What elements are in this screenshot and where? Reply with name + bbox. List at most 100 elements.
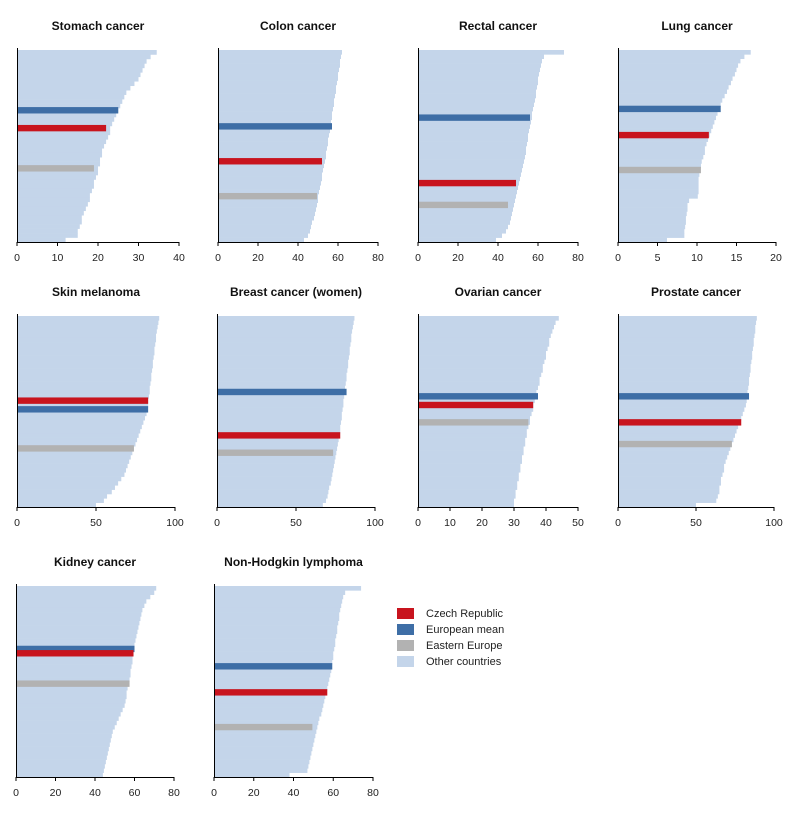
bar-other-country <box>618 446 731 451</box>
bar-other-country <box>16 633 137 639</box>
bar-other-country <box>218 237 304 243</box>
panel-title: Colon cancer <box>260 19 336 33</box>
x-tick-label: 10 <box>691 252 703 264</box>
bar-other-country <box>17 90 127 95</box>
bar-other-country <box>17 493 108 499</box>
bar-other-country <box>418 128 529 134</box>
bar-other-country <box>16 772 103 778</box>
bar-other-country <box>418 93 536 99</box>
bar-other-country <box>17 76 139 82</box>
bar-other-country <box>217 411 342 417</box>
bar-other-country <box>418 372 542 378</box>
bar-other-country <box>618 502 696 508</box>
bar-other-country <box>418 185 518 190</box>
bar-other-country <box>618 463 725 469</box>
bar-other-country <box>418 329 553 334</box>
bar-other-country <box>17 233 78 238</box>
bar-other-country <box>17 50 157 55</box>
bar-other-country <box>217 428 341 434</box>
bar-other-country <box>17 381 151 386</box>
bar-other-country <box>17 143 105 149</box>
bar-other-country <box>217 498 327 503</box>
bar-other-country <box>618 215 686 221</box>
panel-title: Non-Hodgkin lymphoma <box>224 555 363 569</box>
bar-other-country <box>214 651 334 656</box>
bar-other-country <box>618 102 721 108</box>
bar-other-country <box>418 132 528 138</box>
bar-other-country <box>218 54 341 60</box>
panel-title: Prostate cancer <box>651 285 741 299</box>
x-tick-label: 40 <box>288 787 300 799</box>
bar-other-country <box>17 385 150 391</box>
bar-other-country <box>217 320 354 325</box>
bar-other-country <box>618 76 733 81</box>
bar-other-country <box>17 58 147 64</box>
bar-other-country <box>17 450 133 456</box>
bar-european-mean <box>17 406 149 413</box>
bar-other-country <box>418 207 513 212</box>
panel-breast-cancer-women: Breast cancer (women) 0 50 100 <box>214 285 384 529</box>
bar-other-country <box>16 659 133 665</box>
bar-other-country <box>218 224 311 230</box>
panel-title: Stomach cancer <box>52 19 145 33</box>
x-tick-label: 15 <box>731 252 743 264</box>
bar-other-country <box>218 150 326 156</box>
bar-other-country <box>17 350 155 356</box>
x-tick-label: 20 <box>50 787 62 799</box>
bar-other-country <box>418 415 530 421</box>
bar-other-country <box>218 98 334 103</box>
bar-other-country <box>214 742 314 747</box>
bar-other-country <box>418 463 521 469</box>
bar-other-country <box>418 215 511 221</box>
bar-other-country <box>418 154 525 160</box>
bar-other-country <box>17 389 150 395</box>
x-tick-label: 10 <box>52 252 64 264</box>
bar-european-mean <box>16 645 135 653</box>
bar-other-country <box>214 711 322 717</box>
x-tick-label: 80 <box>372 252 384 264</box>
x-tick-label: 0 <box>615 252 621 264</box>
bar-other-country <box>618 428 737 434</box>
x-tick-label: 60 <box>327 787 339 799</box>
chart-panels: Stomach cancer 0 10 20 30 40 Colon cancer 0 20 40… <box>13 19 783 799</box>
x-tick-label: 10 <box>444 517 456 529</box>
bar-other-country <box>16 750 108 756</box>
bar-other-country <box>418 176 520 182</box>
bar-other-country <box>418 198 515 204</box>
bar-other-country <box>618 337 754 343</box>
bar-czech-republic <box>17 124 107 132</box>
bar-czech-republic <box>217 432 341 439</box>
bar-other-country <box>618 411 743 417</box>
bar-other-country <box>618 150 705 156</box>
bar-other-country <box>16 616 141 622</box>
x-tick-label: 0 <box>13 787 19 799</box>
bar-other-country <box>217 372 347 378</box>
bar-other-country <box>418 163 523 169</box>
bar-other-country <box>17 459 130 464</box>
bar-other-country <box>418 63 541 68</box>
bar-other-country <box>418 54 544 60</box>
bar-other-country <box>17 463 128 469</box>
bar-other-country <box>218 71 338 77</box>
bar-other-country <box>17 337 157 343</box>
bar-other-country <box>618 194 698 199</box>
bar-other-country <box>218 137 328 142</box>
bar-other-country <box>17 342 156 347</box>
bar-other-country <box>17 210 84 216</box>
bar-czech-republic <box>618 131 709 139</box>
bar-other-country <box>16 672 131 678</box>
bar-other-country <box>618 480 721 486</box>
bar-czech-republic <box>418 401 534 409</box>
bar-other-country <box>17 134 109 140</box>
bar-other-country <box>17 183 94 189</box>
x-tick-label: 100 <box>366 517 384 529</box>
bar-other-country <box>618 233 685 238</box>
bar-other-country <box>618 137 709 142</box>
bar-other-country <box>17 188 92 194</box>
bar-other-country <box>418 489 516 495</box>
bar-other-country <box>17 206 86 212</box>
bar-other-country <box>17 355 154 360</box>
bar-other-country <box>218 233 308 238</box>
panel-kidney-cancer: Kidney cancer 0 20 40 60 80 <box>13 555 180 799</box>
